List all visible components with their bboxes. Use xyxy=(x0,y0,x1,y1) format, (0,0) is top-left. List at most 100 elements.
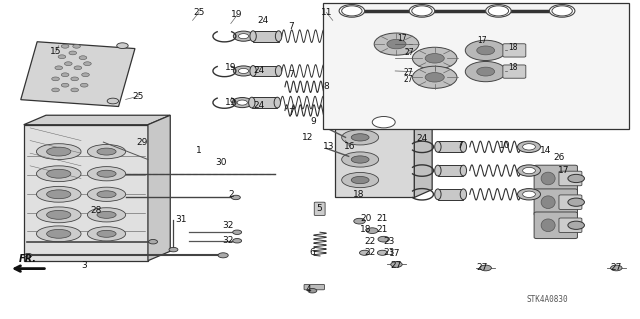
Bar xyxy=(253,66,278,76)
Ellipse shape xyxy=(342,173,379,188)
Circle shape xyxy=(480,265,492,271)
Text: 22: 22 xyxy=(364,237,375,246)
Bar xyxy=(24,125,148,261)
Ellipse shape xyxy=(364,87,368,93)
Circle shape xyxy=(372,116,395,128)
Circle shape xyxy=(55,66,63,70)
Text: 15: 15 xyxy=(50,48,61,56)
Circle shape xyxy=(69,51,77,55)
Ellipse shape xyxy=(47,229,71,238)
Text: 4: 4 xyxy=(306,285,311,294)
Text: 23: 23 xyxy=(383,237,394,246)
Text: FR.: FR. xyxy=(19,255,37,264)
Ellipse shape xyxy=(460,141,467,152)
Text: 9: 9 xyxy=(311,117,317,126)
Ellipse shape xyxy=(88,187,125,201)
Circle shape xyxy=(169,248,178,252)
Circle shape xyxy=(233,230,242,234)
Circle shape xyxy=(523,191,536,197)
Bar xyxy=(350,87,366,93)
Circle shape xyxy=(81,83,88,87)
Circle shape xyxy=(84,62,92,66)
Text: 21: 21 xyxy=(377,213,388,222)
Bar xyxy=(252,97,277,108)
Text: 30: 30 xyxy=(216,158,227,167)
Text: 3: 3 xyxy=(81,261,87,270)
Text: 27: 27 xyxy=(403,75,413,84)
Circle shape xyxy=(518,189,540,200)
Text: 11: 11 xyxy=(321,8,332,17)
Text: 32: 32 xyxy=(222,236,234,245)
Text: 24: 24 xyxy=(254,66,265,76)
Text: 17: 17 xyxy=(390,249,401,258)
Circle shape xyxy=(425,54,444,63)
Circle shape xyxy=(518,141,540,152)
Circle shape xyxy=(611,265,622,271)
Text: 19: 19 xyxy=(225,63,237,72)
Text: 27: 27 xyxy=(477,263,488,272)
Circle shape xyxy=(107,98,118,104)
Text: 27: 27 xyxy=(611,263,622,271)
Ellipse shape xyxy=(351,156,369,163)
Ellipse shape xyxy=(47,211,71,219)
FancyBboxPatch shape xyxy=(503,44,526,57)
FancyBboxPatch shape xyxy=(314,202,325,215)
Ellipse shape xyxy=(435,189,441,200)
Circle shape xyxy=(61,44,69,48)
Circle shape xyxy=(477,67,495,76)
FancyBboxPatch shape xyxy=(559,171,582,186)
Bar xyxy=(438,165,463,176)
Circle shape xyxy=(486,4,511,17)
FancyBboxPatch shape xyxy=(534,189,577,215)
Text: 25: 25 xyxy=(132,92,144,101)
Ellipse shape xyxy=(435,141,441,152)
Text: 20: 20 xyxy=(360,213,372,222)
Ellipse shape xyxy=(36,186,81,202)
Circle shape xyxy=(52,77,60,81)
Polygon shape xyxy=(335,63,432,71)
Text: 17: 17 xyxy=(557,166,569,175)
Text: 23: 23 xyxy=(383,248,394,257)
Circle shape xyxy=(65,62,72,66)
Text: 27: 27 xyxy=(403,68,413,77)
Ellipse shape xyxy=(250,66,256,76)
Circle shape xyxy=(425,72,444,82)
Circle shape xyxy=(354,218,365,224)
Text: 1: 1 xyxy=(196,145,202,154)
FancyBboxPatch shape xyxy=(534,212,577,239)
Text: 7: 7 xyxy=(289,22,294,31)
Ellipse shape xyxy=(250,31,256,41)
Circle shape xyxy=(488,6,509,16)
Bar xyxy=(438,189,463,200)
Ellipse shape xyxy=(47,147,71,156)
Circle shape xyxy=(568,174,584,182)
Text: 12: 12 xyxy=(301,133,313,142)
Circle shape xyxy=(568,221,584,229)
Polygon shape xyxy=(148,115,170,261)
Ellipse shape xyxy=(541,219,555,232)
Circle shape xyxy=(71,77,79,81)
Text: 7: 7 xyxy=(458,141,463,150)
Circle shape xyxy=(339,4,365,17)
Ellipse shape xyxy=(47,190,71,199)
FancyBboxPatch shape xyxy=(559,195,582,210)
Circle shape xyxy=(391,262,402,267)
Circle shape xyxy=(218,253,228,258)
Circle shape xyxy=(378,236,390,242)
Ellipse shape xyxy=(97,170,116,177)
Ellipse shape xyxy=(88,167,125,181)
Ellipse shape xyxy=(460,189,467,200)
Ellipse shape xyxy=(435,165,441,176)
Text: 2: 2 xyxy=(228,190,234,199)
Text: 19: 19 xyxy=(232,11,243,19)
Text: 32: 32 xyxy=(222,221,234,230)
Circle shape xyxy=(477,46,495,55)
Bar xyxy=(352,106,365,111)
Polygon shape xyxy=(20,42,135,107)
Text: 18: 18 xyxy=(508,43,518,52)
Circle shape xyxy=(412,47,457,69)
Circle shape xyxy=(378,250,388,255)
Circle shape xyxy=(523,144,536,150)
Circle shape xyxy=(82,73,90,77)
Text: 7: 7 xyxy=(289,108,294,117)
